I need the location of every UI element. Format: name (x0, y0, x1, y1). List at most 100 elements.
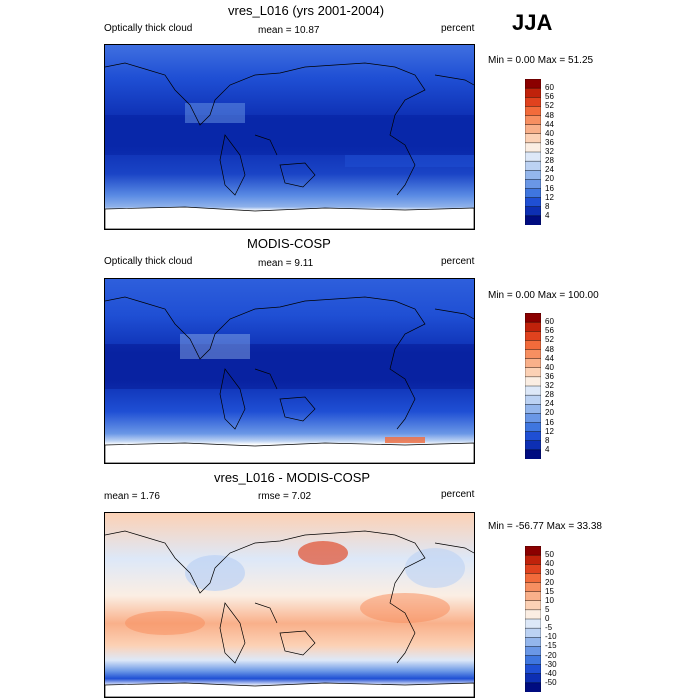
panel-3-rmse-label: rmse = 7.02 (258, 491, 312, 502)
colorbar-tick-label: -50 (545, 677, 557, 687)
colorbar-tick-label: 56 (545, 92, 554, 102)
panel-3-map-svg (105, 513, 474, 697)
colorbar-tick-label: 12 (545, 426, 554, 436)
colorbar-tick-label: 36 (545, 371, 554, 381)
colorbar-tick-label: 56 (545, 326, 554, 336)
colorbar-swatch (525, 160, 541, 171)
colorbar-tick-label: 16 (545, 183, 554, 193)
colorbar-tick-label: 52 (545, 101, 554, 111)
colorbar-swatch (525, 431, 541, 442)
colorbar-swatch (525, 664, 541, 675)
panel-1-title: vres_L016 (yrs 2001-2004) (228, 3, 385, 18)
colorbar-tick-label: -40 (545, 668, 557, 678)
panel-2-map-svg (105, 279, 474, 463)
colorbar-swatch (525, 142, 541, 153)
colorbar-svg (525, 313, 541, 459)
colorbar-tick-label: 40 (545, 128, 554, 138)
colorbar-swatch (525, 422, 541, 433)
colorbar-tick-label: 50 (545, 550, 554, 560)
colorbar-tick-label: 28 (545, 156, 554, 166)
colorbar-tick-label: 8 (545, 435, 550, 445)
colorbar-swatch (525, 385, 541, 396)
colorbar-swatch (525, 358, 541, 369)
panel-1-map (104, 44, 475, 230)
colorbar-swatch (525, 197, 541, 208)
panel-1-map-svg (105, 45, 474, 229)
panel-1-mean-label: mean = 10.87 (258, 25, 320, 36)
panel-2-variable-label: Optically thick cloud (104, 256, 193, 267)
colorbar-swatch (525, 170, 541, 180)
panel-1-minmax: Min = 0.00 Max = 51.25 (488, 55, 594, 66)
colorbar-swatch (525, 449, 541, 459)
colorbar-swatch (525, 440, 541, 451)
colorbar-swatch (525, 349, 541, 360)
colorbar-tick-label: 20 (545, 174, 554, 184)
colorbar-swatch (525, 637, 541, 647)
colorbar-tick-label: 40 (545, 362, 554, 372)
colorbar-tick-label: 12 (545, 192, 554, 202)
colorbar-swatch (525, 331, 541, 341)
colorbar-tick-label: -10 (545, 632, 557, 642)
panel-3-colorbar: 50 40 30 20 15 10 5 0 -5 -10 -15 -20 -30 -40 -50 (525, 546, 557, 692)
colorbar-tick-label: 48 (545, 344, 554, 354)
colorbar-swatch (525, 106, 541, 117)
colorbar-tick-label: 10 (545, 595, 554, 605)
colorbar-swatch (525, 179, 541, 190)
panel-2-units-label: percent (441, 256, 475, 267)
colorbar-swatch (525, 564, 541, 574)
colorbar-tick-label: 8 (545, 201, 550, 211)
colorbar-swatch (525, 376, 541, 387)
colorbar-swatch (525, 215, 541, 225)
colorbar-swatch (525, 618, 541, 629)
panel-2-map (104, 278, 475, 464)
colorbar-tick-label: 44 (545, 353, 554, 363)
colorbar-tick-label: 48 (545, 110, 554, 120)
colorbar-swatch (525, 367, 541, 378)
colorbar-tick-label: 0 (545, 614, 550, 623)
panel-3-title: vres_L016 - MODIS-COSP (214, 470, 371, 485)
colorbar-swatch (525, 87, 541, 98)
colorbar-swatch (525, 413, 541, 424)
panel-3-mean-label: mean = 1.76 (104, 491, 160, 502)
colorbar-swatch (525, 206, 541, 217)
colorbar-tick-label: 40 (545, 559, 554, 569)
colorbar-swatch (525, 151, 541, 162)
colorbar-tick-label: 20 (545, 408, 554, 418)
colorbar-swatch (525, 124, 541, 135)
colorbar-tick-label: -20 (545, 650, 557, 660)
colorbar-tick-label: 60 (545, 317, 554, 327)
colorbar-tick-label: 32 (545, 147, 554, 156)
panel-1-units-label: percent (441, 23, 475, 34)
colorbar-tick-label: 15 (545, 586, 554, 596)
colorbar-swatch (525, 646, 541, 657)
colorbar-swatch (525, 582, 541, 593)
colorbar-svg (525, 79, 541, 225)
season-label: JJA (512, 10, 553, 35)
colorbar-tick-label: -5 (545, 623, 553, 633)
colorbar-swatch (525, 394, 541, 405)
colorbar-tick-label: 30 (545, 568, 554, 578)
colorbar-swatch (525, 554, 541, 565)
panel-3-minmax: Min = -56.77 Max = 33.38 (488, 521, 602, 532)
colorbar-swatch (525, 79, 541, 89)
colorbar-swatch (525, 340, 541, 351)
panel-3-units-label: percent (441, 489, 475, 500)
colorbar-swatch (525, 682, 541, 692)
colorbar-swatch (525, 573, 541, 584)
colorbar-swatch (525, 546, 541, 556)
panel-3-map (104, 512, 475, 698)
colorbar-tick-label: 20 (545, 577, 554, 587)
colorbar-swatch (525, 627, 541, 638)
colorbar-swatch (525, 313, 541, 323)
colorbar-tick-label: 36 (545, 137, 554, 147)
colorbar-tick-label: 16 (545, 417, 554, 427)
colorbar-swatch (525, 655, 541, 666)
colorbar-swatch (525, 609, 541, 620)
colorbar-swatch (525, 97, 541, 107)
colorbar-tick-label: 28 (545, 390, 554, 400)
panel-2-minmax: Min = 0.00 Max = 100.00 (488, 290, 599, 301)
colorbar-svg (525, 546, 541, 692)
colorbar-tick-label: -30 (545, 659, 557, 669)
colorbar-tick-label: 60 (545, 83, 554, 93)
colorbar-tick-label: 4 (545, 444, 550, 454)
